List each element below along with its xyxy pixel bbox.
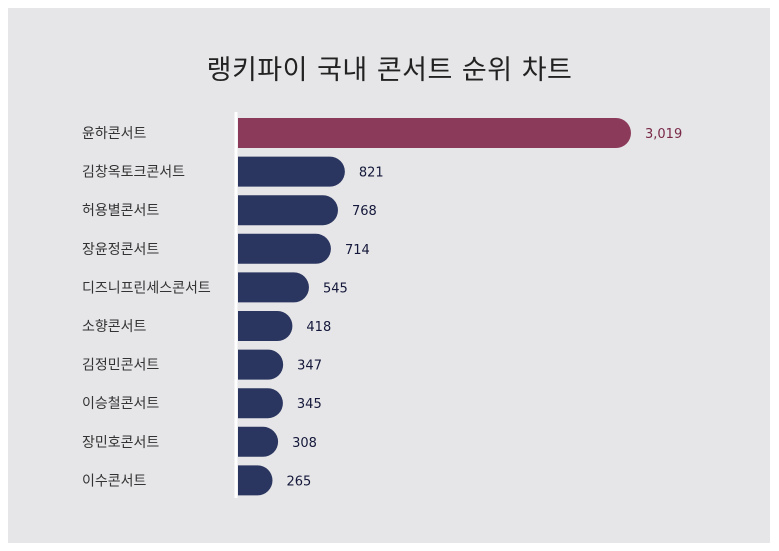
bar	[238, 388, 283, 419]
category-label: 김정민콘서트	[82, 358, 159, 374]
value-label: 308	[292, 436, 317, 451]
category-label: 디즈니프린세스콘서트	[82, 280, 211, 296]
bar	[238, 349, 284, 380]
value-label: 418	[306, 320, 331, 335]
bar	[238, 426, 279, 457]
bar	[238, 195, 338, 226]
bar	[238, 233, 331, 264]
bar	[238, 465, 273, 496]
bar	[238, 311, 293, 341]
bar	[238, 118, 631, 148]
category-label: 허용별콘서트	[82, 203, 159, 219]
value-label: 821	[359, 166, 384, 181]
bar	[238, 156, 345, 187]
bar	[238, 272, 309, 303]
category-label: 이승철콘서트	[82, 396, 159, 412]
value-label: 545	[323, 281, 348, 296]
chart-background	[8, 8, 770, 543]
value-label: 714	[345, 243, 370, 258]
category-label: 윤하콘서트	[82, 126, 147, 142]
category-label: 장윤정콘서트	[82, 242, 159, 258]
category-label: 소향콘서트	[82, 319, 147, 335]
value-label: 265	[286, 474, 311, 489]
chart-title: 랭키파이 국내 콘서트 순위 차트	[206, 55, 573, 86]
value-label: 345	[297, 397, 322, 412]
value-label: 347	[297, 359, 322, 374]
category-label: 장민호콘서트	[82, 435, 159, 451]
value-label: 768	[352, 204, 377, 219]
value-label: 3,019	[645, 127, 682, 142]
category-label: 이수콘서트	[82, 473, 147, 489]
category-label: 김창옥토크콘서트	[82, 165, 185, 181]
